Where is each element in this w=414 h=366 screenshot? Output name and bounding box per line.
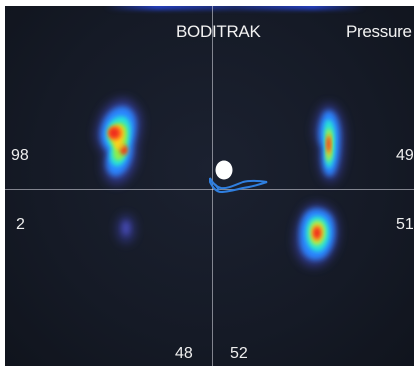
center-of-pressure-marker <box>215 160 233 180</box>
mode-label: Pressure <box>346 22 412 41</box>
left-top-percentage: 98 <box>11 147 29 164</box>
center-of-pressure-trace <box>209 177 268 194</box>
bottom-right-percentage: 52 <box>230 345 248 362</box>
right-top-percentage: 49 <box>396 147 414 164</box>
left-bottom-percentage: 2 <box>16 216 25 233</box>
right-foot-top-pressure-blob <box>314 104 345 182</box>
brand-label: BODITRAK <box>176 22 261 41</box>
left-foot-pressure-blob <box>95 98 142 184</box>
left-heel-pressure-blob <box>117 215 135 243</box>
right-bottom-percentage: 51 <box>396 216 414 233</box>
right-foot-bottom-pressure-blob <box>295 204 339 267</box>
pressure-map-panel: BODITRAK Pressure 98 2 49 51 48 52 <box>5 6 414 366</box>
bottom-left-percentage: 48 <box>175 345 193 362</box>
horizontal-axis-line <box>5 189 414 190</box>
top-glare <box>105 6 365 10</box>
pressure-heatmap <box>95 98 345 267</box>
